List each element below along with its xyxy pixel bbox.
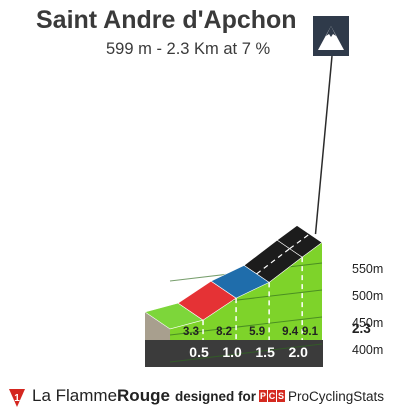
climb-title: Saint Andre d'Apchon <box>36 6 297 34</box>
mountain-snow-cap <box>326 26 336 37</box>
base-strip <box>145 340 323 367</box>
pcs-logo-letter: P <box>259 390 267 402</box>
gradient-label: 9.4 <box>282 326 299 338</box>
pcs-logo: P C S <box>259 390 285 402</box>
y-tick-label: 400m <box>352 343 383 357</box>
y-tick-label: 550m <box>352 262 383 276</box>
gradient-label: 8.2 <box>216 326 232 338</box>
svg-text:1: 1 <box>14 393 20 404</box>
mountain-icon <box>318 26 344 50</box>
km-label: 2.0 <box>288 344 308 360</box>
gridline <box>169 343 323 363</box>
designed-for-label: designed for <box>175 389 257 404</box>
climb-stats: 599 m - 2.3 Km at 7 % <box>106 40 271 58</box>
pcs-logo-letter: S <box>277 390 285 402</box>
flamme-rouge-icon: 1 <box>9 389 25 407</box>
pcs-name: ProCyclingStats <box>288 389 385 404</box>
summit-pole <box>314 55 333 235</box>
brand-name: La FlammeRouge <box>32 386 170 406</box>
y-tick-label: 450m <box>352 316 383 330</box>
profile-front-face <box>170 242 322 340</box>
pcs-logo-letter: C <box>268 390 276 402</box>
gradient-label: 9.1 <box>302 326 319 338</box>
profile-side-wall <box>145 311 170 340</box>
km-label: 1.0 <box>222 344 242 360</box>
km-label: 1.5 <box>255 344 275 360</box>
road-marking <box>289 233 310 250</box>
km-label: 0.5 <box>189 344 209 360</box>
y-tick-label: 500m <box>352 289 383 303</box>
road-marking <box>256 248 291 275</box>
gridline <box>169 316 323 336</box>
gradient-label: 3.3 <box>183 326 199 338</box>
gradient-label: 5.9 <box>249 326 265 338</box>
brand-name-bold: Rouge <box>117 386 170 405</box>
brand-name-light: La Flamme <box>32 386 118 405</box>
total-km-label: 2.3 <box>352 321 371 336</box>
